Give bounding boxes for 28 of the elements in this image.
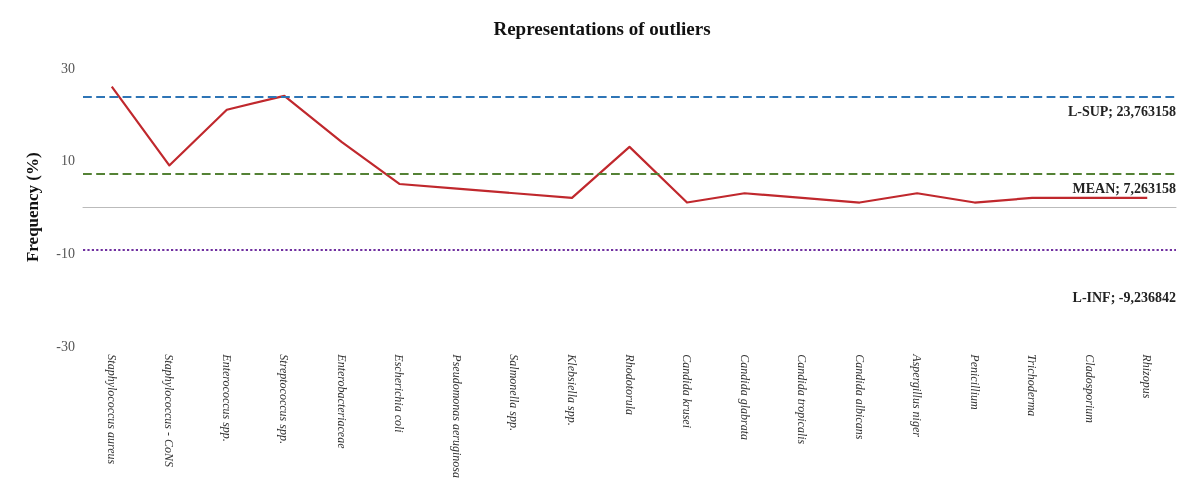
ref-line-label: MEAN; 7,263158 (1072, 180, 1176, 196)
y-axis-title: Frequency (%) (23, 152, 42, 263)
x-tick-label: Candida albicans (852, 354, 867, 440)
x-tick-label: Candida tropicalis (795, 354, 810, 445)
ref-line-label: L-SUP; 23,763158 (1067, 104, 1176, 120)
x-tick-label: Salmonella spp. (507, 354, 522, 432)
x-tick-label: Streptococcus spp. (277, 354, 292, 444)
x-tick-label: Rhodotorula (622, 353, 637, 416)
y-tick-label: -10 (56, 246, 75, 262)
y-tick-label: 10 (61, 153, 75, 169)
y-tick-label: 30 (61, 60, 75, 76)
x-tick-label: Rhizopus (1140, 353, 1155, 399)
x-tick-label: Enterobacteriaceae (334, 353, 349, 450)
x-tick-label: Pseudomonas aeruginosa (449, 353, 464, 479)
x-tick-label: Candida krusei (680, 354, 695, 429)
x-tick-label: Cladosporium (1082, 354, 1097, 424)
x-tick-label: Escherichia coli (392, 353, 407, 433)
x-tick-label: Aspergillus niger (910, 353, 925, 438)
x-tick-label: Staphylococcus - CoNS (162, 354, 177, 467)
chart-title: Representations of outliers (493, 18, 711, 39)
ref-line-label: L-INF; -9,236842 (1072, 289, 1176, 305)
x-tick-label: Candida glabrata (737, 354, 752, 441)
x-tick-label: Trichoderma (1025, 354, 1040, 417)
x-tick-label: Staphylococcus aureus (104, 354, 119, 465)
x-tick-label: Penicillium (967, 353, 982, 410)
x-tick-label: Enterococcus spp. (219, 353, 234, 442)
x-tick-label: Klebsiella spp. (564, 353, 579, 426)
y-tick-label: -30 (56, 338, 75, 354)
